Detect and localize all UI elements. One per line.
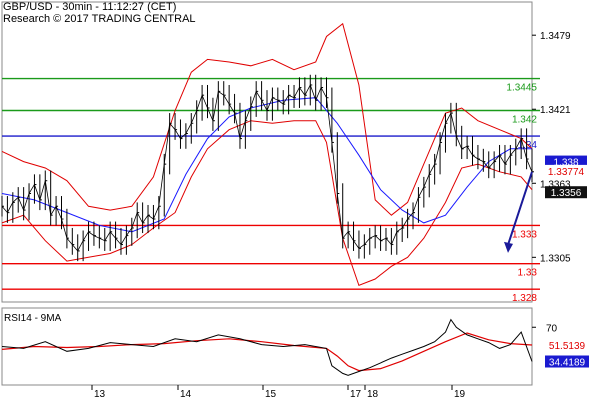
x-tick-label-4: 18 — [367, 389, 379, 400]
rsi-value-box-1 — [545, 355, 589, 368]
rsi-ma-line — [1, 332, 533, 372]
x-tick-label-0: 13 — [94, 389, 106, 400]
y-tick-label-2: 1.3363 — [540, 179, 571, 190]
price-label-1: 1.33774 — [548, 167, 585, 178]
x-tick-label-3: 17 — [350, 389, 362, 400]
level-label-5: 1.328 — [512, 293, 537, 304]
price-label-0: 1.338 — [553, 158, 578, 169]
level-label-3: 1.333 — [512, 229, 537, 240]
forecast-arrow-head — [504, 241, 513, 253]
level-label-0: 1.3445 — [506, 83, 537, 94]
price-label-box-2 — [545, 186, 587, 199]
rsi-line — [1, 318, 533, 376]
x-tick-label-5: 19 — [454, 389, 466, 400]
level-label-1: 1.342 — [512, 115, 537, 126]
chart-header-line2: Research © 2017 TRADING CENTRAL — [3, 13, 196, 25]
price-close-line — [1, 84, 533, 252]
level-label-2: 1.34 — [518, 140, 538, 151]
x-tick-label-1: 14 — [180, 389, 192, 400]
price-label-box-0 — [545, 155, 587, 168]
price-label-box-1 — [545, 164, 587, 177]
rsi-value-label-0: 51.5139 — [549, 341, 586, 352]
level-label-4: 1.33 — [518, 268, 538, 279]
price-panel-frame — [1, 1, 533, 303]
chart-header-line1: GBP/USD - 30min - 11:12:27 (CET) — [3, 1, 177, 13]
price-label-2: 1.3356 — [551, 188, 582, 199]
rsi-panel-frame — [1, 307, 533, 386]
y-tick-label-1: 1.3421 — [540, 105, 571, 116]
forecast-arrow-line — [507, 171, 533, 246]
y-tick-label-3: 1.3305 — [540, 253, 571, 264]
bollinger-lower-line — [1, 120, 533, 287]
x-tick-label-2: 15 — [265, 389, 277, 400]
rsi-value-box-0 — [545, 339, 589, 352]
y-tick-label-0: 1.3479 — [540, 31, 571, 42]
rsi-tick-label-70: 70 — [546, 323, 558, 334]
rsi-panel-title: RSI14 - 9MA — [4, 313, 62, 324]
rsi-value-label-1: 34.4189 — [549, 357, 586, 368]
